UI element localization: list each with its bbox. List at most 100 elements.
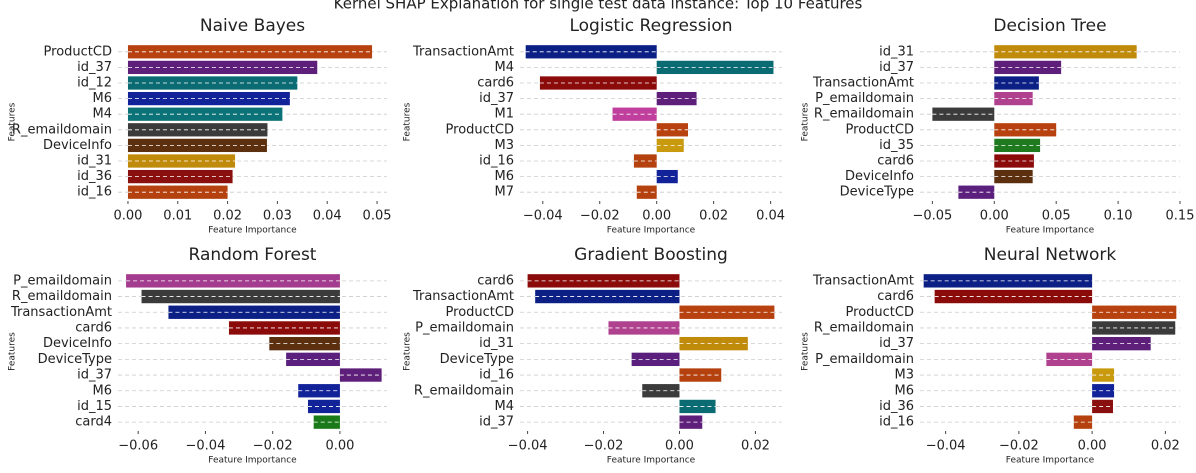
y-tick-label: id_16 [479, 368, 514, 383]
bar [994, 169, 1033, 184]
x-tick-label: 0.10 [1104, 209, 1133, 224]
y-tick-label: id_36 [879, 399, 914, 414]
y-tick-label: id_16 [479, 154, 514, 169]
x-tick-label: −0.02 [580, 209, 620, 224]
bar [127, 138, 267, 153]
y-tick-label: M3 [895, 368, 915, 383]
y-tick-label: M6 [895, 383, 915, 398]
bar [633, 154, 657, 168]
y-tick-label: TransactionAmt [412, 289, 514, 304]
x-tick-label: −0.04 [926, 439, 966, 454]
bar [339, 368, 382, 382]
x-tick-label: 0.04 [756, 209, 785, 224]
x-axis-label: Feature Importance [208, 456, 297, 466]
y-tick-label: TransactionAmt [812, 76, 914, 91]
x-tick-label: 0.05 [1042, 209, 1071, 224]
y-tick-label: id_31 [479, 336, 514, 351]
x-tick-label: −0.06 [118, 439, 158, 454]
y-tick-label: id_12 [77, 76, 112, 91]
x-tick-label: 0.01 [163, 209, 192, 224]
subplot-title: Naive Bayes [200, 16, 305, 36]
y-tick-label: P_emaildomain [815, 91, 914, 106]
bar [679, 336, 748, 351]
y-tick-label: R_emaildomain [414, 383, 514, 398]
x-tick-label: 0.03 [263, 209, 292, 224]
subplot-title: Decision Tree [993, 16, 1106, 36]
y-tick-label: id_35 [879, 138, 914, 153]
x-tick-label: −0.02 [584, 439, 624, 454]
y-tick-label: P_emaildomain [815, 352, 914, 367]
y-tick-label: card6 [477, 273, 514, 288]
x-tick-label: 0.00 [113, 209, 142, 224]
x-axis-label: Feature Importance [208, 226, 297, 236]
x-tick-label: 0.02 [213, 209, 242, 224]
x-tick-label: 0.15 [1166, 209, 1195, 224]
subplot-title: Neural Network [984, 245, 1117, 265]
x-tick-label: −0.04 [508, 439, 548, 454]
x-tick-label: −0.02 [253, 439, 293, 454]
y-tick-label: id_16 [77, 185, 112, 200]
bar [994, 60, 1062, 75]
suptitle: Kernel SHAP Explanation for single test … [334, 0, 863, 13]
bar [994, 154, 1034, 168]
y-tick-label: id_31 [77, 154, 112, 169]
y-tick-label: M4 [495, 399, 515, 414]
y-tick-label: R_emaildomain [12, 289, 112, 304]
x-tick-label: 0.00 [642, 209, 671, 224]
x-tick-label: 0.05 [363, 209, 392, 224]
y-tick-label: DeviceType [840, 185, 914, 200]
y-tick-label: id_37 [77, 60, 112, 75]
x-tick-label: 0.02 [1151, 439, 1180, 454]
bar [313, 415, 340, 429]
y-tick-label: card6 [877, 154, 914, 169]
bar [679, 399, 716, 414]
y-tick-label: id_15 [77, 399, 112, 414]
x-tick-label: 0.00 [665, 439, 694, 454]
bar [642, 384, 680, 398]
bar [527, 274, 680, 288]
y-tick-label: ProductCD [846, 122, 914, 137]
y-tick-label: P_emaildomain [13, 273, 112, 288]
x-axis-label: Feature Importance [1006, 456, 1095, 466]
y-axis-label: Features [403, 332, 413, 371]
subplot-title: Logistic Regression [569, 16, 732, 36]
bar [994, 91, 1033, 106]
y-tick-label: id_37 [879, 60, 914, 75]
y-tick-label: ProductCD [446, 122, 514, 137]
y-tick-label: id_37 [479, 91, 514, 106]
bar [127, 123, 268, 137]
y-tick-label: R_emaildomain [12, 122, 112, 137]
y-tick-label: DeviceType [440, 352, 514, 367]
y-tick-label: card6 [877, 289, 914, 304]
y-tick-label: id_36 [77, 169, 112, 184]
y-tick-label: M7 [495, 185, 515, 200]
y-tick-label: DeviceInfo [845, 169, 914, 184]
x-axis-label: Feature Importance [607, 456, 696, 466]
y-tick-label: M6 [93, 91, 113, 106]
bar [298, 384, 340, 398]
y-tick-label: M4 [495, 60, 515, 75]
bar [679, 368, 722, 382]
y-tick-label: id_31 [879, 44, 914, 59]
y-tick-label: M3 [495, 138, 515, 153]
y-axis-label: Features [8, 332, 18, 371]
y-tick-label: id_37 [77, 368, 112, 383]
bar [656, 91, 697, 106]
y-tick-label: DeviceInfo [43, 138, 112, 153]
y-tick-label: card6 [477, 76, 514, 91]
bar [127, 154, 236, 168]
y-tick-label: TransactionAmt [10, 305, 112, 320]
x-tick-label: −0.05 [912, 209, 952, 224]
x-tick-label: 0.04 [313, 209, 342, 224]
x-tick-label: −0.04 [523, 209, 563, 224]
y-tick-label: card6 [75, 320, 112, 335]
y-tick-label: P_emaildomain [415, 320, 514, 335]
y-tick-label: ProductCD [446, 305, 514, 320]
y-tick-label: M6 [93, 383, 113, 398]
subplot-title: Random Forest [189, 245, 317, 265]
y-tick-label: R_emaildomain [814, 320, 914, 335]
y-tick-label: card4 [75, 415, 112, 430]
y-axis-label: Features [801, 332, 811, 371]
x-tick-label: 0.00 [1078, 439, 1107, 454]
bar [656, 138, 684, 153]
